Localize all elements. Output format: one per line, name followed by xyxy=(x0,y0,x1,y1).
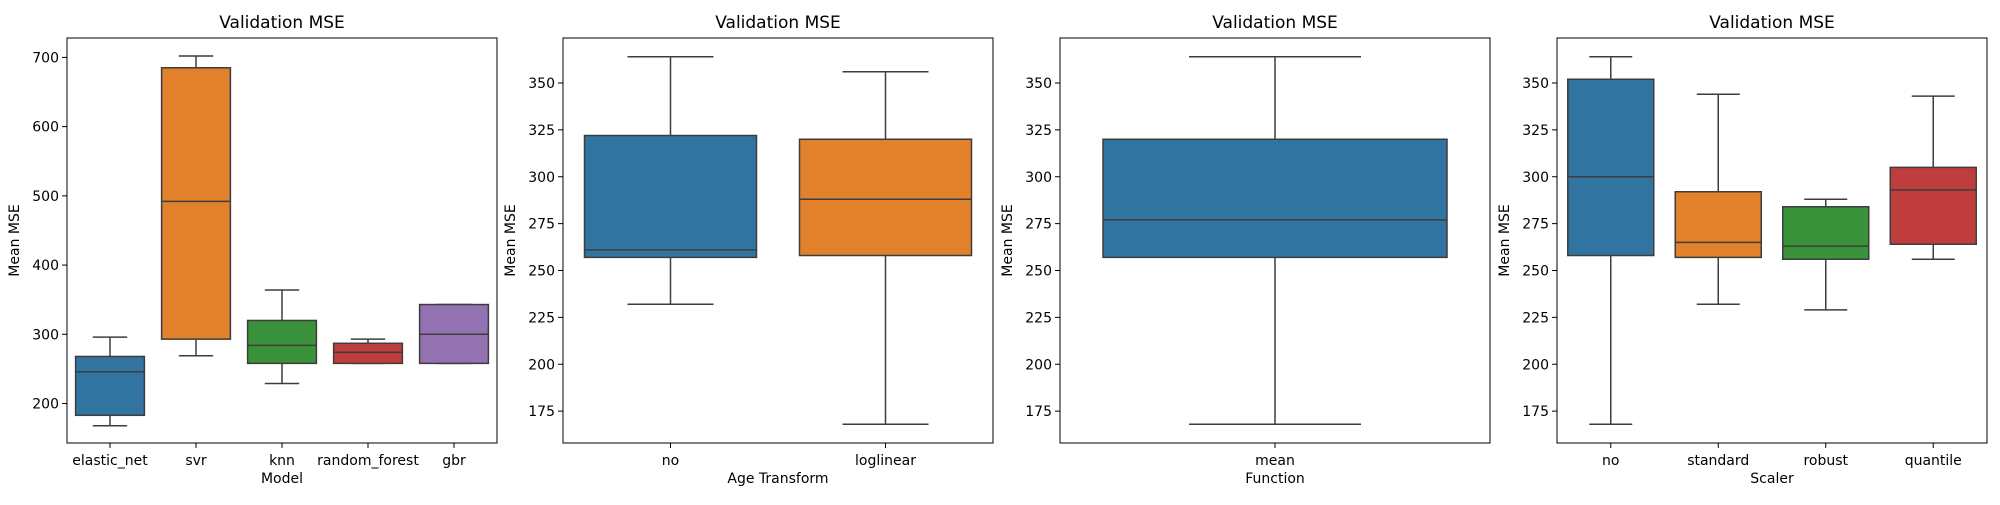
x-tick-label: standard xyxy=(1687,453,1749,469)
y-tick-label: 175 xyxy=(528,404,555,420)
y-tick-label: 250 xyxy=(528,264,555,280)
x-tick-label: loglinear xyxy=(855,453,916,469)
box-elastic_net xyxy=(74,355,146,417)
x-tick-label: knn xyxy=(269,453,295,469)
y-tick-label: 275 xyxy=(528,217,555,233)
y-tick-label: 400 xyxy=(32,258,59,274)
y-tick-label: 300 xyxy=(1522,170,1549,186)
y-tick-label: 200 xyxy=(1025,357,1052,373)
y-tick-label: 325 xyxy=(1025,123,1052,139)
y-tick-label: 275 xyxy=(1522,217,1549,233)
x-tick-label: elastic_net xyxy=(72,453,148,469)
box-knn xyxy=(246,319,318,365)
x-axis-label: Scaler xyxy=(1750,471,1794,487)
y-tick-label: 500 xyxy=(32,189,59,205)
box-random_forest xyxy=(332,342,404,365)
y-axis-label: Mean MSE xyxy=(7,204,23,276)
x-tick-label: quantile xyxy=(1905,453,1962,469)
y-tick-label: 350 xyxy=(528,76,555,92)
x-tick-label: gbr xyxy=(442,453,466,469)
x-tick-label: mean xyxy=(1255,453,1295,469)
y-tick-label: 350 xyxy=(1025,76,1052,92)
y-tick-label: 300 xyxy=(1025,170,1052,186)
box-no xyxy=(583,134,758,259)
y-axis-label: Mean MSE xyxy=(1497,204,1513,276)
x-tick-label: no xyxy=(662,453,679,469)
y-tick-label: 225 xyxy=(1522,310,1549,326)
box-no xyxy=(1567,78,1655,257)
x-axis-label: Age Transform xyxy=(727,471,828,487)
y-tick-label: 200 xyxy=(528,357,555,373)
x-axis-label: Model xyxy=(261,471,303,487)
y-tick-label: 250 xyxy=(1025,264,1052,280)
chart-title: Validation MSE xyxy=(219,13,345,33)
x-axis-label: Function xyxy=(1245,471,1305,487)
y-tick-label: 250 xyxy=(1522,264,1549,280)
box-svr xyxy=(160,67,232,340)
chart-title: Validation MSE xyxy=(1709,13,1835,33)
y-tick-label: 300 xyxy=(32,327,59,343)
x-tick-label: robust xyxy=(1803,453,1848,469)
y-tick-label: 350 xyxy=(1522,76,1549,92)
y-tick-label: 300 xyxy=(528,170,555,186)
y-axis-label: Mean MSE xyxy=(1000,204,1016,276)
y-tick-label: 700 xyxy=(32,50,59,66)
y-tick-label: 275 xyxy=(1025,217,1052,233)
box-quantile xyxy=(1889,166,1977,245)
y-tick-label: 200 xyxy=(1522,357,1549,373)
x-tick-label: no xyxy=(1602,453,1619,469)
y-tick-label: 200 xyxy=(32,397,59,413)
y-tick-label: 175 xyxy=(1025,404,1052,420)
box-mean xyxy=(1102,138,1448,259)
y-tick-label: 175 xyxy=(1522,404,1549,420)
axes-frame xyxy=(1556,37,1988,444)
axes-frame xyxy=(562,37,994,444)
box-robust xyxy=(1782,206,1870,260)
box-loglinear xyxy=(798,138,973,257)
box-standard xyxy=(1674,191,1762,259)
y-tick-label: 325 xyxy=(528,123,555,139)
chart-title: Validation MSE xyxy=(1212,13,1338,33)
y-tick-label: 225 xyxy=(1025,310,1052,326)
y-axis-label: Mean MSE xyxy=(503,204,519,276)
x-tick-label: svr xyxy=(185,453,207,469)
y-tick-label: 600 xyxy=(32,120,59,136)
x-tick-label: random_forest xyxy=(317,453,419,469)
y-tick-label: 225 xyxy=(528,310,555,326)
y-tick-label: 325 xyxy=(1522,123,1549,139)
chart-title: Validation MSE xyxy=(715,13,841,33)
